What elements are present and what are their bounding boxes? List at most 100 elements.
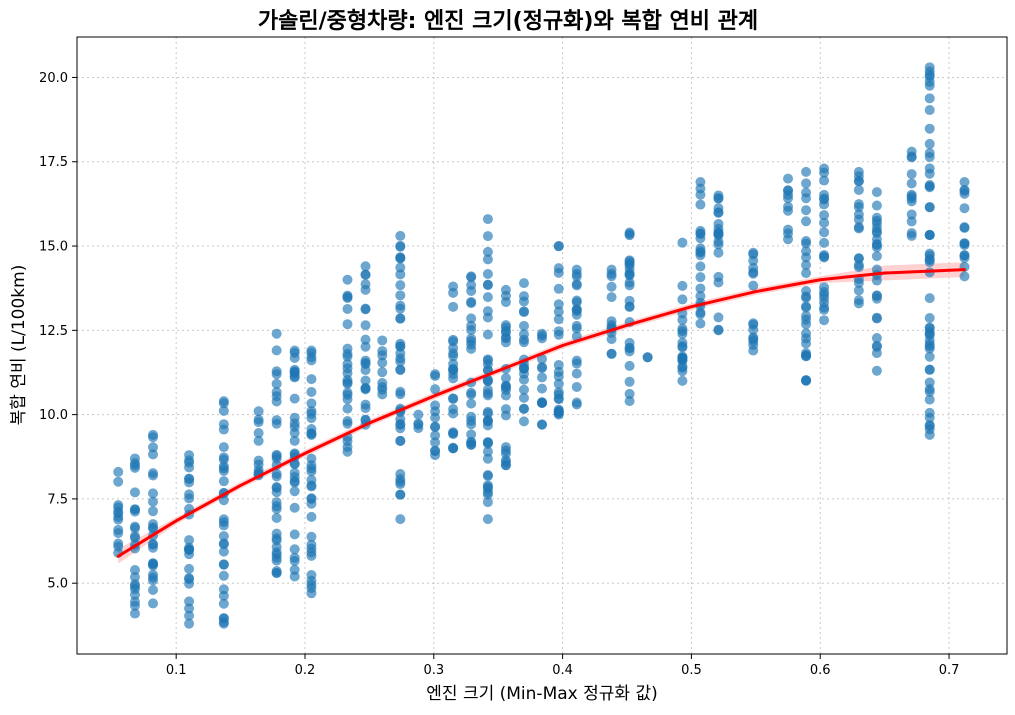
data-point bbox=[518, 392, 529, 403]
data-point bbox=[113, 514, 124, 525]
data-point bbox=[924, 420, 935, 431]
data-point bbox=[360, 279, 371, 290]
data-point bbox=[713, 207, 724, 218]
data-point bbox=[500, 297, 511, 308]
data-point bbox=[553, 359, 564, 370]
data-point bbox=[377, 357, 388, 368]
data-point bbox=[624, 360, 635, 371]
data-point bbox=[801, 268, 812, 279]
data-point bbox=[184, 596, 195, 607]
data-point bbox=[537, 328, 547, 339]
data-point bbox=[184, 563, 195, 574]
data-point bbox=[395, 474, 406, 485]
data-point bbox=[430, 445, 441, 456]
data-point bbox=[871, 365, 882, 376]
data-point bbox=[606, 281, 617, 292]
data-point bbox=[360, 359, 371, 370]
data-point bbox=[695, 318, 706, 329]
data-point bbox=[713, 190, 724, 201]
data-point bbox=[306, 579, 317, 590]
data-point bbox=[801, 205, 812, 216]
data-point bbox=[695, 272, 706, 283]
y-tick-label: 10.0 bbox=[39, 408, 68, 423]
data-point bbox=[448, 393, 459, 404]
data-point bbox=[853, 295, 864, 306]
data-point bbox=[518, 296, 529, 307]
data-point bbox=[271, 541, 282, 552]
data-point bbox=[801, 351, 812, 362]
data-point bbox=[430, 437, 441, 448]
data-point bbox=[218, 476, 229, 487]
data-point bbox=[377, 382, 388, 393]
data-point bbox=[853, 285, 864, 296]
data-point bbox=[871, 313, 882, 324]
data-point bbox=[924, 254, 935, 265]
data-point bbox=[571, 397, 582, 408]
data-point bbox=[395, 514, 406, 525]
data-point bbox=[147, 598, 158, 609]
data-point bbox=[853, 277, 864, 288]
data-point bbox=[819, 304, 830, 315]
chart-title: 가솔린/중형차량: 엔진 크기(정규화)와 복합 연비 관계 bbox=[258, 8, 758, 34]
data-point bbox=[306, 408, 317, 419]
data-point bbox=[924, 76, 935, 87]
data-point bbox=[906, 146, 917, 157]
data-point bbox=[218, 419, 229, 430]
data-point bbox=[271, 503, 282, 514]
data-point bbox=[289, 529, 300, 540]
data-point bbox=[853, 223, 864, 234]
data-point bbox=[129, 572, 140, 583]
data-point bbox=[129, 564, 140, 575]
data-point bbox=[906, 191, 917, 202]
data-point bbox=[553, 241, 564, 252]
data-point bbox=[518, 329, 529, 340]
data-point bbox=[801, 338, 812, 349]
data-point bbox=[342, 368, 353, 379]
data-point bbox=[466, 437, 477, 448]
data-point bbox=[482, 469, 493, 480]
data-point bbox=[342, 303, 353, 314]
data-point bbox=[748, 324, 759, 335]
data-point bbox=[395, 435, 406, 446]
data-point bbox=[677, 237, 688, 248]
data-point bbox=[871, 187, 882, 198]
data-point bbox=[713, 247, 724, 258]
data-point bbox=[360, 383, 371, 394]
data-point bbox=[819, 163, 830, 174]
data-point bbox=[783, 173, 794, 184]
data-point bbox=[253, 435, 264, 446]
data-point bbox=[448, 281, 459, 292]
data-point bbox=[906, 216, 917, 227]
data-point bbox=[553, 394, 564, 405]
data-point bbox=[819, 297, 830, 308]
data-point bbox=[430, 422, 441, 433]
data-point bbox=[906, 169, 917, 180]
data-point bbox=[482, 280, 493, 291]
data-point bbox=[801, 193, 812, 204]
data-point bbox=[466, 271, 477, 282]
data-point bbox=[695, 225, 706, 236]
data-point bbox=[695, 189, 706, 200]
data-point bbox=[500, 373, 511, 384]
data-point bbox=[853, 199, 864, 210]
data-point bbox=[853, 166, 864, 177]
data-point bbox=[289, 435, 300, 446]
data-point bbox=[871, 348, 882, 359]
data-point bbox=[289, 467, 300, 478]
data-point bbox=[342, 319, 353, 330]
data-point bbox=[713, 230, 724, 241]
data-point bbox=[306, 355, 317, 366]
data-point bbox=[518, 320, 529, 331]
data-point bbox=[677, 328, 688, 339]
data-point bbox=[360, 320, 371, 331]
data-point bbox=[147, 506, 158, 517]
data-point bbox=[342, 403, 353, 414]
data-point bbox=[924, 202, 935, 213]
data-point bbox=[959, 240, 970, 251]
data-point bbox=[289, 564, 300, 575]
data-point bbox=[395, 489, 406, 500]
data-point bbox=[677, 280, 688, 291]
data-point bbox=[871, 218, 882, 229]
data-point bbox=[342, 274, 353, 285]
data-point bbox=[624, 280, 635, 291]
